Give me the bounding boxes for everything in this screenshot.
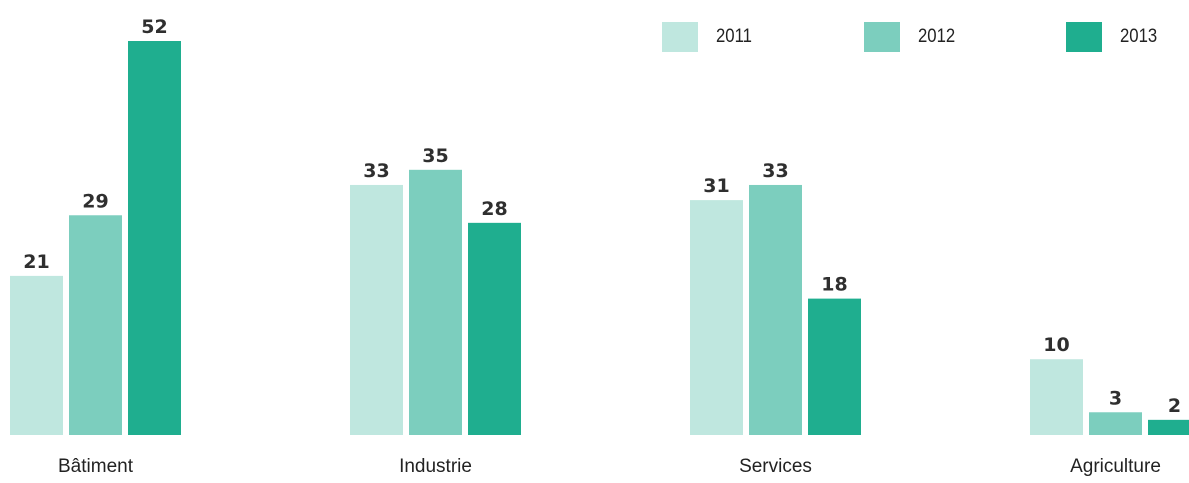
value-label-batiment-2011: 21 [23, 251, 49, 273]
legend: 2011 2012 2013 [0, 22, 1189, 52]
bar-industrie-2013 [468, 222, 521, 435]
bar-services-2011 [690, 200, 743, 435]
bar-agriculture-2012 [1089, 412, 1142, 435]
legend-swatch-2013 [1066, 22, 1102, 52]
bar-industrie-2012 [409, 169, 462, 436]
value-label-agriculture-2011: 10 [1043, 334, 1069, 356]
value-label-agriculture-2013: 2 [1168, 395, 1181, 417]
value-label-services-2013: 18 [821, 274, 847, 296]
category-label-agriculture: Agriculture [1070, 456, 1161, 477]
bar-services-2012 [749, 184, 802, 435]
category-labels-group: Bâtiment Industrie Services Agriculture [58, 456, 1161, 477]
bar-industrie-2011 [350, 184, 403, 435]
legend-item-2013: 2013 [1066, 22, 1162, 52]
legend-swatch-2011 [662, 22, 698, 52]
value-label-services-2012: 33 [762, 160, 788, 182]
bar-batiment-2013 [128, 41, 181, 435]
bar-batiment-2011 [10, 275, 63, 435]
category-label-industrie: Industrie [399, 456, 472, 477]
category-label-batiment: Bâtiment [58, 456, 134, 477]
legend-label-2012: 2012 [918, 26, 956, 47]
value-label-batiment-2013: 52 [141, 16, 167, 38]
legend-label-2013: 2013 [1120, 26, 1158, 47]
legend-item-2012: 2012 [864, 22, 960, 52]
value-label-industrie-2013: 28 [481, 198, 507, 220]
value-label-industrie-2012: 35 [422, 145, 448, 167]
legend-item-2011: 2011 [662, 22, 757, 52]
category-label-services: Services [739, 456, 812, 477]
value-label-agriculture-2012: 3 [1109, 387, 1122, 409]
bar-batiment-2012 [69, 215, 122, 435]
value-label-services-2011: 31 [703, 175, 729, 197]
value-label-industrie-2011: 33 [363, 160, 389, 182]
bars-group [10, 41, 1189, 436]
value-label-batiment-2012: 29 [82, 190, 108, 212]
value-labels-group: 21 29 52 33 35 28 31 33 18 10 3 2 [23, 16, 1181, 417]
legend-swatch-2012 [864, 22, 900, 52]
bar-agriculture-2011 [1030, 359, 1083, 435]
legend-label-2011: 2011 [716, 26, 752, 47]
bar-services-2013 [808, 298, 861, 435]
bar-agriculture-2013 [1148, 419, 1189, 435]
